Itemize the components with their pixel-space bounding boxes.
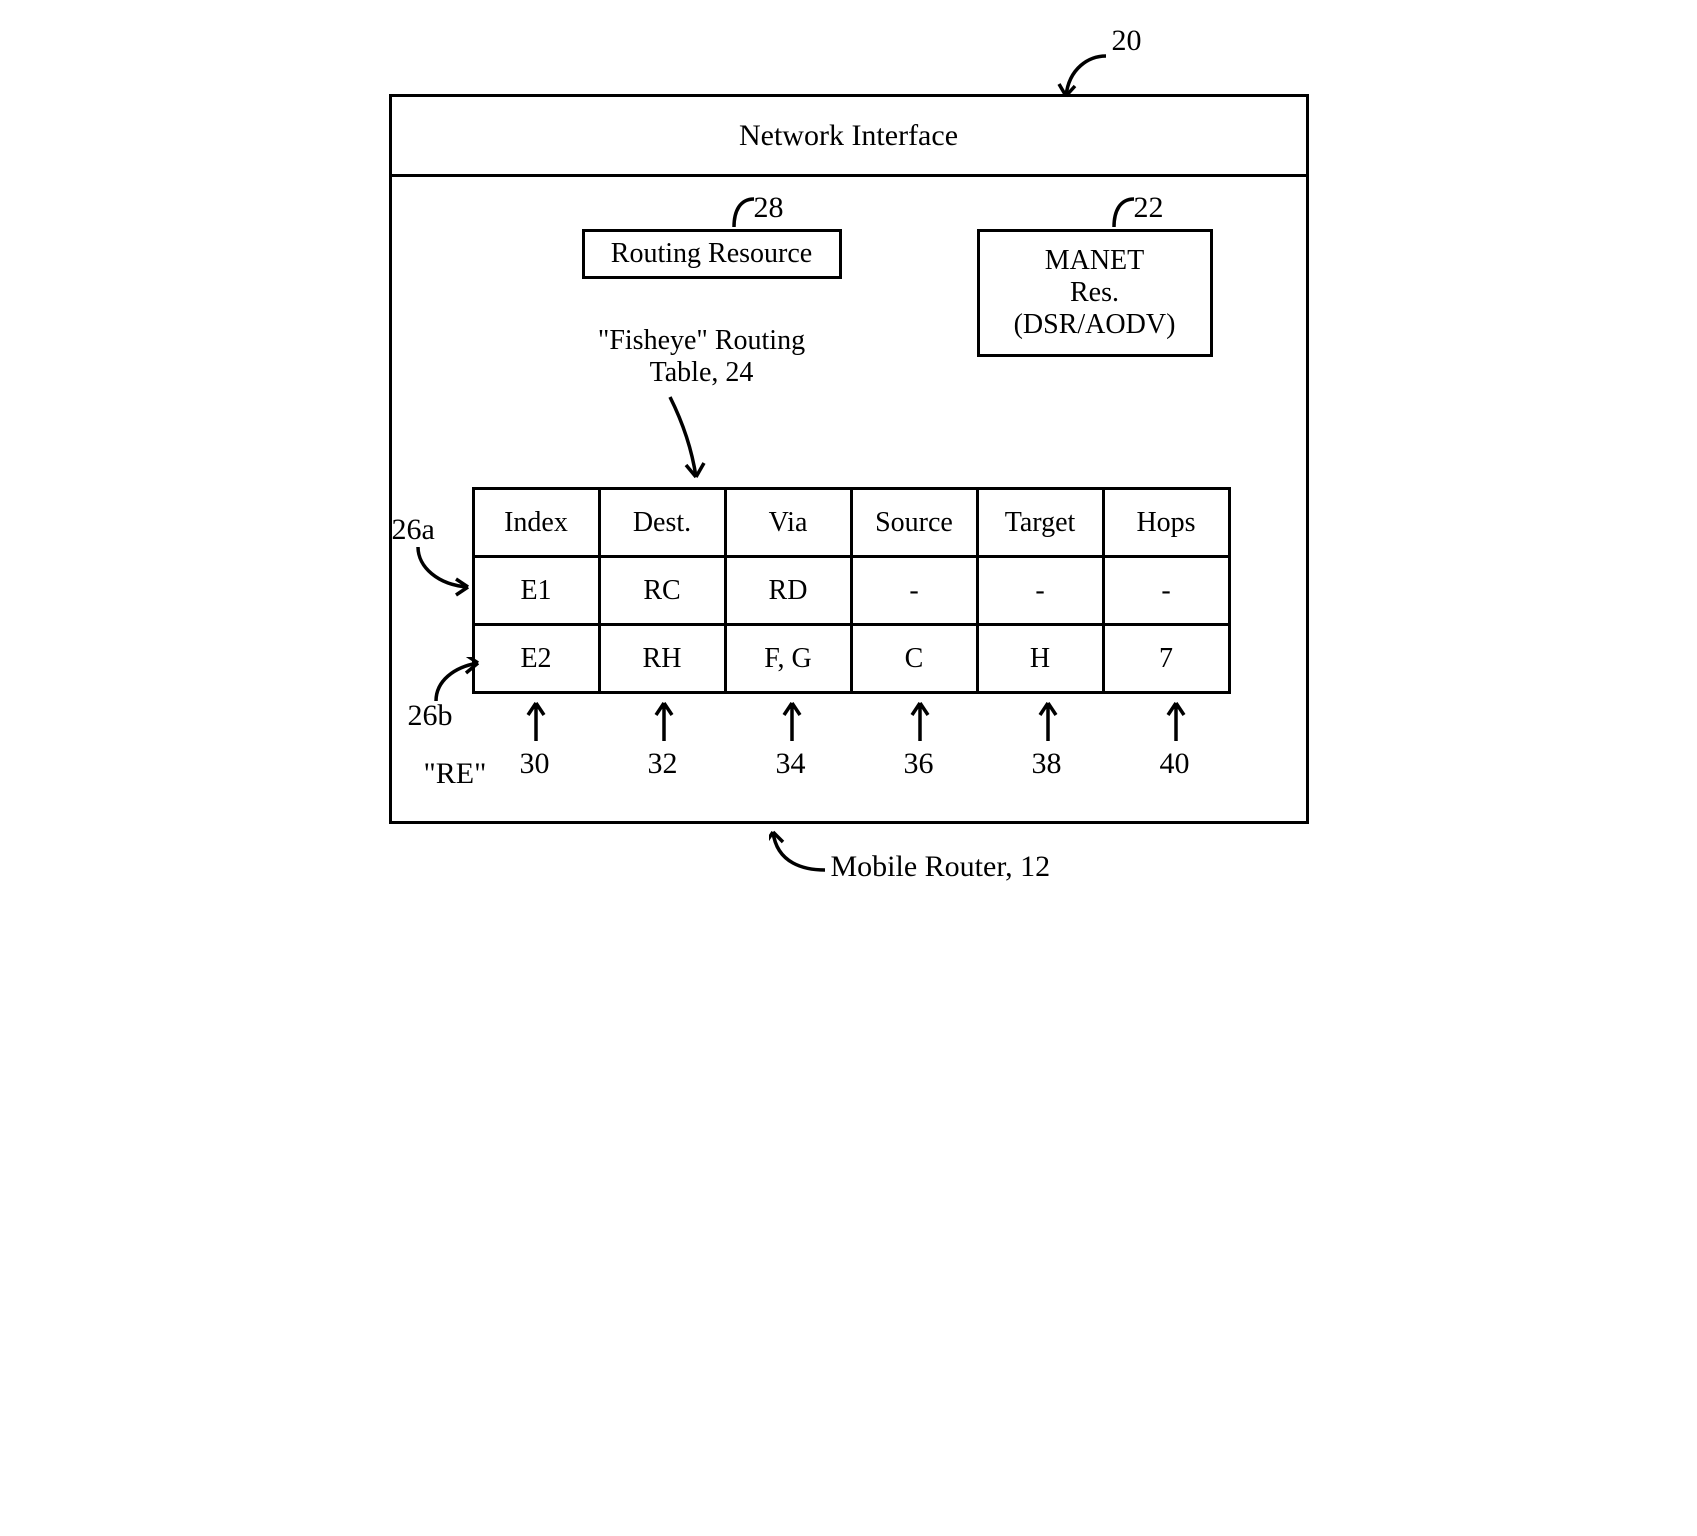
- cell: E2: [473, 625, 599, 693]
- arrow-col-2: [782, 697, 802, 743]
- cell: RH: [599, 625, 725, 693]
- cell: RD: [725, 557, 851, 625]
- hook-26a: [416, 545, 476, 601]
- table-header-row: Index Dest. Via Source Target Hops: [473, 489, 1229, 557]
- table-caption: "Fisheye" Routing Table, 24: [562, 325, 842, 389]
- arrow-col-3: [910, 697, 930, 743]
- caption-line1: "Fisheye" Routing: [598, 325, 805, 356]
- cell: -: [851, 557, 977, 625]
- ref-col-2: 34: [776, 747, 806, 781]
- mobile-router-box: Network Interface 28 Routing Resource 22…: [389, 94, 1309, 824]
- ref-col-5: 40: [1160, 747, 1190, 781]
- ref-22: 22: [1134, 191, 1164, 225]
- cell: C: [851, 625, 977, 693]
- network-interface-header: Network Interface: [392, 97, 1306, 177]
- col-target: Target: [977, 489, 1103, 557]
- col-source: Source: [851, 489, 977, 557]
- ref-col-3: 36: [904, 747, 934, 781]
- ref-26a: 26a: [392, 513, 435, 547]
- ref-col-1: 32: [648, 747, 678, 781]
- cell: RC: [599, 557, 725, 625]
- table-row: E2 RH F, G C H 7: [473, 625, 1229, 693]
- routing-resource-box: Routing Resource: [582, 229, 842, 279]
- arrow-col-0: [526, 697, 546, 743]
- ref-20: 20: [1112, 24, 1142, 58]
- hook-28: [730, 197, 758, 233]
- cell: E1: [473, 557, 599, 625]
- cell: 7: [1103, 625, 1229, 693]
- caption-arrow: [666, 395, 712, 485]
- ref-bottom: Mobile Router, 12: [831, 850, 1051, 884]
- manet-line1: MANET: [1045, 245, 1145, 277]
- routing-resource-label: Routing Resource: [611, 238, 812, 270]
- body-area: 28 Routing Resource 22 MANET Res. (DSR/A…: [392, 177, 1306, 821]
- col-hops: Hops: [1103, 489, 1229, 557]
- header-title: Network Interface: [739, 119, 958, 153]
- hook-bottom: [769, 828, 829, 876]
- manet-line3: (DSR/AODV): [1014, 309, 1176, 341]
- hook-26b: [430, 657, 482, 707]
- cell: -: [1103, 557, 1229, 625]
- diagram-canvas: 20 Network Interface 28 Routing Resource…: [349, 20, 1349, 925]
- cell: -: [977, 557, 1103, 625]
- cell: F, G: [725, 625, 851, 693]
- col-index: Index: [473, 489, 599, 557]
- table-row: E1 RC RD - - -: [473, 557, 1229, 625]
- caption-line2: Table, 24: [650, 357, 754, 388]
- ref-col-0: 30: [520, 747, 550, 781]
- manet-box: MANET Res. (DSR/AODV): [977, 229, 1213, 357]
- col-via: Via: [725, 489, 851, 557]
- arrow-col-1: [654, 697, 674, 743]
- routing-table: Index Dest. Via Source Target Hops E1 RC…: [472, 487, 1231, 694]
- manet-line2: Res.: [1070, 277, 1119, 309]
- arrow-col-4: [1038, 697, 1058, 743]
- cell: H: [977, 625, 1103, 693]
- ref-28: 28: [754, 191, 784, 225]
- col-dest: Dest.: [599, 489, 725, 557]
- ref-re: "RE": [424, 757, 487, 791]
- arrow-col-5: [1166, 697, 1186, 743]
- ref-col-4: 38: [1032, 747, 1062, 781]
- hook-22: [1110, 197, 1138, 233]
